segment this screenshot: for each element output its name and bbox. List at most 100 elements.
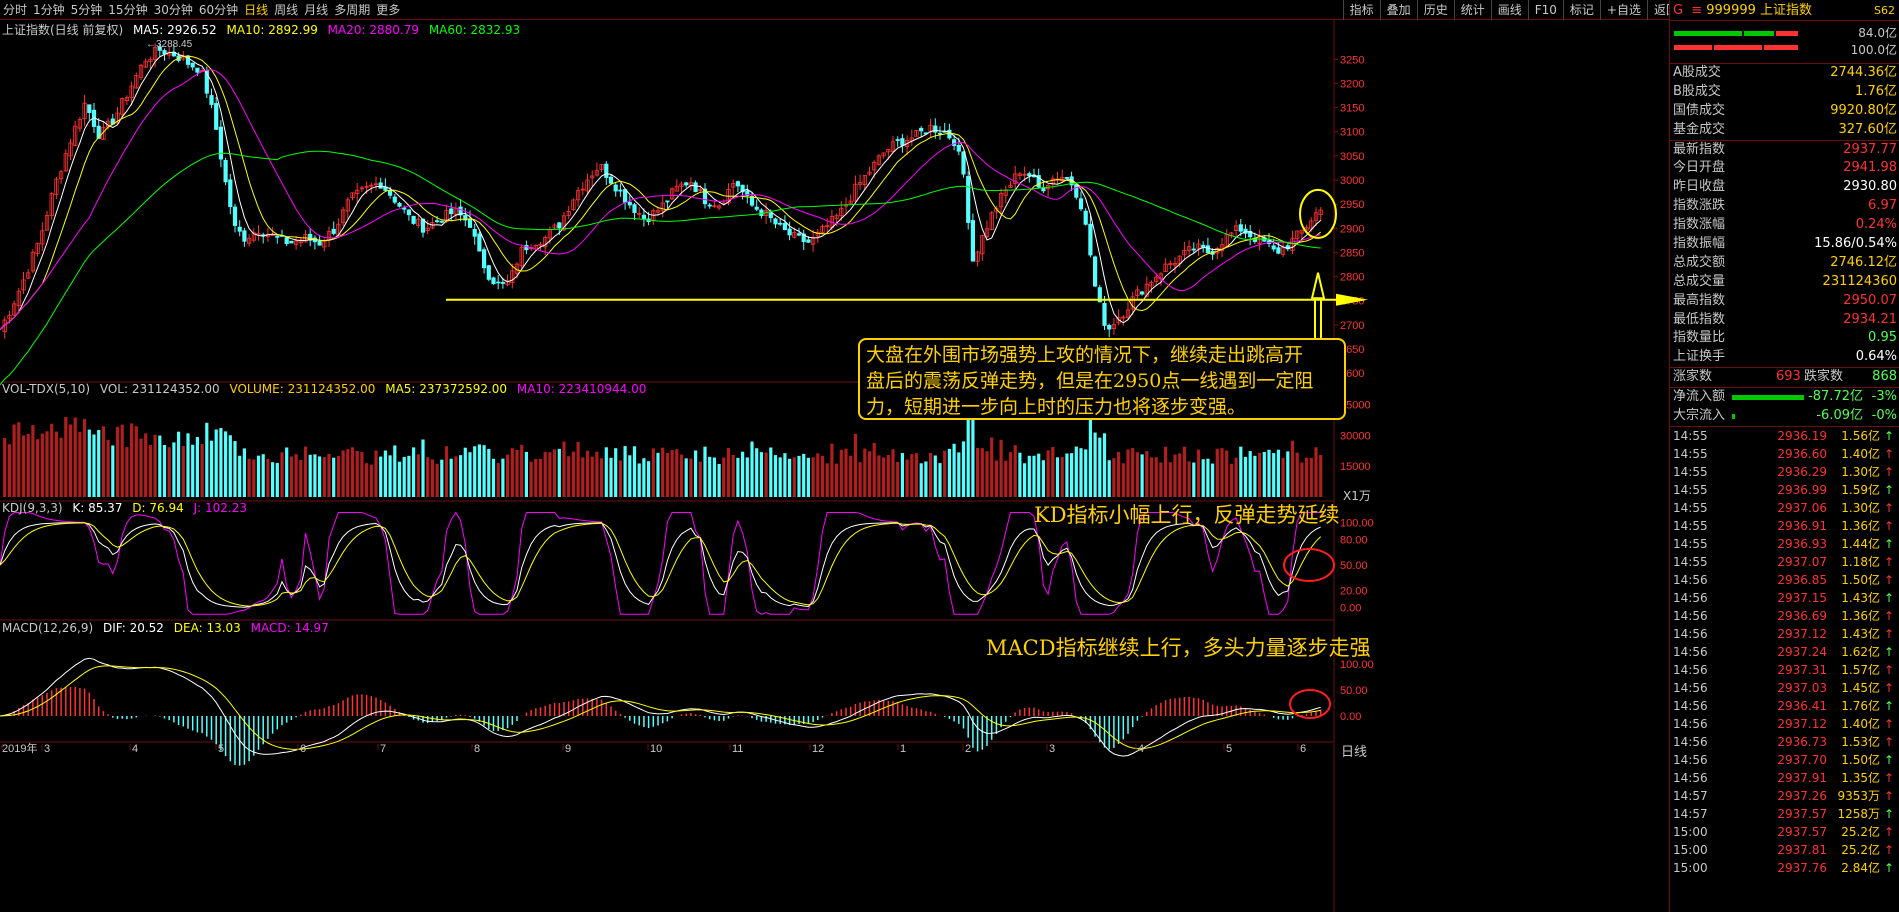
x-tick-label: 12 (812, 743, 824, 755)
period-tab-7[interactable]: 周线 (274, 3, 299, 17)
volume-bar (346, 449, 350, 497)
volume-bar (1305, 457, 1309, 497)
tick-time: 14:56 (1673, 699, 1708, 714)
period-toolbar: 分时 1分钟 5分钟 15分钟 30分钟 60分钟 日线 周线 月线 多周期 更多 指标 叠加 历史 统计… (0, 0, 1899, 20)
period-tab-2[interactable]: 5分钟 (70, 3, 103, 17)
y-tick-label: 3000 (1340, 175, 1364, 187)
tick-direction-icon: ↑ (1884, 501, 1895, 516)
kline-chart[interactable]: 3250 3200 3150 3100 3050 3000 2950 2900 2850 2800… (0, 20, 1669, 912)
tick-direction-icon: ↑ (1884, 645, 1895, 660)
candle-body (1140, 291, 1145, 295)
candle-body (129, 85, 134, 98)
tick-list[interactable]: 14:55 2936.19 1.56亿 ↑ 14:55 2936.60 1.40亿 ↑ 14:5… (1670, 427, 1899, 877)
candle-body (397, 202, 402, 207)
volume-bar (910, 454, 914, 497)
tool-button-3[interactable]: 统计 (1453, 0, 1491, 20)
volume-bar (661, 447, 665, 497)
candle-body (331, 228, 336, 234)
volume-bar (1211, 463, 1215, 497)
candle-body (77, 119, 82, 129)
tool-button-7[interactable]: +自选 (1599, 0, 1647, 20)
volume-bar (101, 426, 105, 497)
tool-button-2[interactable]: 历史 (1416, 0, 1454, 20)
ma10-line (0, 55, 1322, 331)
period-tab-6[interactable]: 日线 (244, 3, 269, 17)
analysis-note: 大盘在外围市场强势上攻的情况下，继续走出跳高开 盘后的震荡反弹走势，但是在295… (858, 338, 1346, 420)
turnover-label: 基金成交 (1673, 121, 1726, 137)
tool-button-6[interactable]: 标记 (1562, 0, 1600, 20)
tick-time: 14:55 (1673, 519, 1708, 534)
volume-bar (703, 446, 707, 497)
volume-bar (332, 457, 336, 497)
tick-direction-icon: ↑ (1884, 573, 1895, 588)
tick-time: 15:00 (1673, 861, 1708, 876)
volume-bar (308, 454, 312, 497)
quote-row: 昨日收盘 2930.80 (1670, 178, 1899, 197)
candle-body (698, 188, 703, 191)
macd-lines (0, 657, 1322, 766)
volume-bar (1004, 460, 1008, 497)
candle-body (373, 183, 379, 186)
vol-tick-label: 15000 (1340, 461, 1371, 473)
tool-button-4[interactable]: 画线 (1490, 0, 1528, 20)
period-tab-1[interactable]: 1分钟 (33, 3, 65, 17)
volume-bar (1215, 448, 1219, 497)
volume-bar (1262, 451, 1266, 497)
flow-list: 净流入额 -87.72亿 -3% 大宗流入 -6.09亿 -0% (1670, 388, 1899, 428)
period-tab-9[interactable]: 多周期 (334, 3, 371, 17)
volume-bar (303, 446, 308, 497)
menu-icon[interactable]: ≡ (1691, 3, 1703, 18)
period-tab-5[interactable]: 60分钟 (198, 3, 239, 17)
volume-bar (741, 451, 745, 497)
quote-label: 指数量比 (1673, 330, 1726, 346)
volume-bar (971, 416, 975, 497)
candle-body (806, 239, 811, 243)
x-tick-label: 4 (132, 743, 138, 755)
volume-bar (1070, 453, 1074, 497)
ma5-legend: MA5: 2926.52 (133, 23, 217, 37)
flow-value: -6.09亿 (1816, 408, 1863, 424)
tick-volume: 1.43亿 (1841, 627, 1880, 642)
volume-bar (929, 452, 933, 497)
candle-body (232, 206, 238, 226)
candle-body (1102, 302, 1107, 326)
candle-body (458, 206, 463, 216)
period-tab-10[interactable]: 更多 (376, 3, 401, 17)
tick-volume: 1.50亿 (1841, 753, 1880, 768)
candle-body (1281, 247, 1286, 255)
volume-bar (1286, 451, 1290, 497)
period-tab-8[interactable]: 月线 (304, 3, 329, 17)
tool-button-0[interactable]: 指标 (1342, 0, 1380, 20)
candle-body (796, 233, 802, 236)
volume-bar (600, 458, 604, 497)
volume-bar (7, 444, 11, 497)
period-tab-4[interactable]: 30分钟 (153, 3, 193, 17)
volume-bar (943, 450, 947, 497)
y-axis-ticks: 3250 3200 3150 3100 3050 3000 2950 2900 2850 2800… (1334, 54, 1374, 723)
volume-bar (778, 457, 782, 497)
volume-bar (816, 453, 820, 497)
volume-bar (914, 453, 919, 497)
volume-bar (289, 456, 293, 497)
volume-bar (529, 461, 533, 497)
volume-bar (1258, 452, 1262, 497)
candle-body (1163, 263, 1168, 273)
period-tab-3[interactable]: 15分钟 (108, 3, 148, 17)
period-tab-0[interactable]: 分时 (3, 3, 28, 17)
candle-body (59, 171, 64, 180)
volume-bar (97, 430, 101, 497)
tick-time: 14:55 (1673, 429, 1708, 444)
volume-bar (994, 460, 998, 497)
volume-bar (900, 453, 904, 497)
tool-button-5[interactable]: F10 (1527, 0, 1563, 20)
candle-body (1248, 230, 1253, 238)
volume-bar (675, 449, 679, 497)
volume-bar (162, 444, 167, 497)
candle-body (44, 215, 50, 231)
volume-bar (1093, 432, 1097, 497)
candle-body (1017, 173, 1023, 176)
volume-bar (256, 455, 261, 497)
tick-volume: 1.18亿 (1841, 555, 1880, 570)
tool-button-1[interactable]: 叠加 (1379, 0, 1417, 20)
candle-body (627, 201, 632, 206)
